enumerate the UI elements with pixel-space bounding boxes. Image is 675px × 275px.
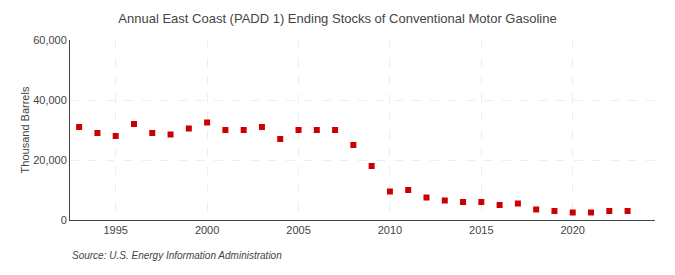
- svg-text:20,000: 20,000: [33, 154, 67, 166]
- svg-text:0: 0: [61, 214, 67, 226]
- svg-text:2020: 2020: [560, 224, 584, 236]
- svg-text:40,000: 40,000: [33, 94, 67, 106]
- svg-text:Annual East Coast (PADD 1) End: Annual East Coast (PADD 1) Ending Stocks…: [118, 11, 556, 26]
- svg-text:60,000: 60,000: [33, 34, 67, 46]
- svg-text:2015: 2015: [469, 224, 493, 236]
- svg-text:Thousand Barrels: Thousand Barrels: [19, 86, 31, 173]
- svg-text:2010: 2010: [378, 224, 402, 236]
- svg-text:Source: U.S. Energy Informatio: Source: U.S. Energy Information Administ…: [72, 250, 282, 261]
- svg-text:2005: 2005: [286, 224, 310, 236]
- svg-text:1995: 1995: [103, 224, 127, 236]
- svg-text:2000: 2000: [195, 224, 219, 236]
